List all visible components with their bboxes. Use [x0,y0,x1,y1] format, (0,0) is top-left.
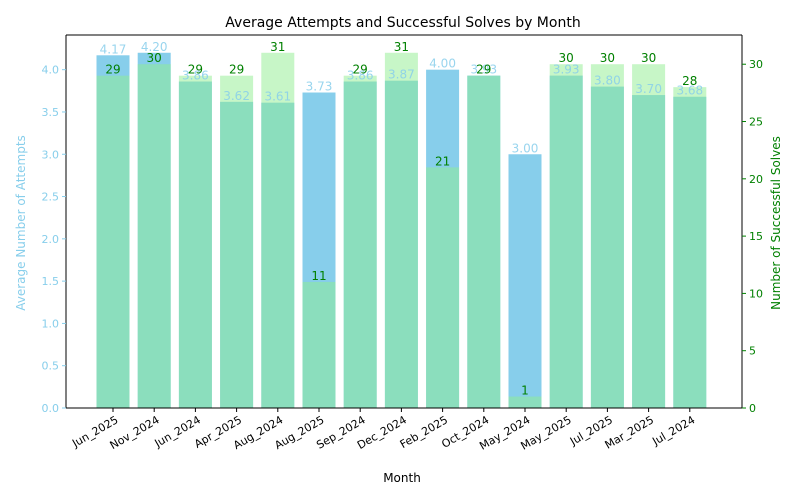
chart-title: Average Attempts and Successful Solves b… [225,15,580,31]
solves-bar [220,75,254,409]
solves-bar [137,64,171,409]
attempts-data-label: 3.80 [594,74,621,88]
attempts-data-label: 3.61 [264,90,291,104]
solves-labels: 29 30 29 29 31 11 29 31 21 29 1 30 30 30 28 [105,40,697,398]
left-tick-label: 3.5 [42,106,60,119]
left-tick-label: 4.0 [42,64,60,77]
solves-bar [261,52,295,409]
right-tick-label: 10 [749,287,763,300]
left-tick-label: 3.0 [42,148,60,161]
solves-data-label: 29 [476,63,491,77]
attempts-data-label: 3.93 [553,63,580,77]
solves-series [96,52,707,409]
solves-bar [508,396,542,408]
solves-bar [590,64,624,409]
left-tick-label: 1.5 [42,275,60,288]
solves-bar [343,75,377,409]
left-tick-label: 2.5 [42,191,60,204]
left-tick-label: 0.5 [42,360,60,373]
solves-data-label: 30 [600,51,615,65]
attempts-data-label: 3.93 [470,63,497,77]
solves-bar [673,87,707,409]
left-tick-label: 2.0 [42,233,60,246]
solves-data-label: 31 [270,40,285,54]
solves-bar [384,52,418,409]
attempts-data-label: 3.68 [676,84,703,98]
attempts-bar [508,154,542,408]
solves-data-label: 29 [105,63,120,77]
attempts-data-label: 4.20 [141,40,168,54]
left-axis-label: Average Number of Attempts [14,135,28,311]
attempts-data-label: 3.86 [182,69,209,83]
solves-data-label: 30 [147,51,162,65]
solves-data-label: 1 [521,384,529,398]
solves-bar [302,281,336,408]
attempts-data-label: 4.00 [429,57,456,71]
attempts-data-label: 3.87 [388,68,415,82]
right-tick-label: 0 [749,402,756,415]
right-tick-label: 30 [749,58,763,71]
attempts-data-label: 3.86 [347,69,374,83]
solves-data-label: 28 [682,74,697,88]
attempts-data-label: 4.17 [100,42,127,56]
right-tick-label: 20 [749,173,763,186]
solves-data-label: 31 [394,40,409,54]
solves-bar [467,75,501,409]
x-axis-label: Month [383,471,421,485]
right-tick-label: 5 [749,345,756,358]
left-tick-label: 0.0 [42,402,60,415]
solves-data-label: 30 [559,51,574,65]
x-tick-label: Jul_2024 [649,413,697,448]
solves-bar [96,75,130,409]
solves-bar [178,75,212,409]
solves-bar [426,167,460,408]
attempts-data-label: 3.62 [223,89,250,103]
attempts-data-label: 3.73 [306,80,333,94]
right-tick-label: 15 [749,230,763,243]
right-axis-label: Number of Successful Solves [769,136,783,310]
left-tick-label: 1.0 [42,317,60,330]
attempts-data-label: 3.00 [512,141,539,155]
solves-data-label: 21 [435,154,450,168]
solves-bar [549,64,583,409]
solves-data-label: 29 [188,63,203,77]
solves-data-label: 29 [353,63,368,77]
attempts-data-label: 3.70 [635,82,662,96]
solves-data-label: 30 [641,51,656,65]
right-tick-label: 25 [749,116,763,129]
solves-data-label: 11 [311,269,326,283]
solves-bar [632,64,666,409]
attempts-labels: 4.17 4.20 3.86 3.62 3.61 3.73 3.86 3.87 4.00 3.93… [100,40,704,155]
solves-data-label: 29 [229,63,244,77]
